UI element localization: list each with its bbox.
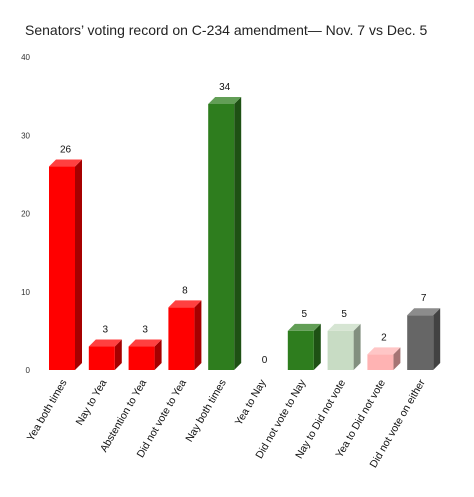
bar — [88, 339, 122, 370]
bar — [208, 96, 242, 370]
bar — [49, 159, 82, 370]
data-label: 3 — [142, 325, 148, 336]
data-label: 2 — [381, 332, 387, 343]
bar-side — [433, 308, 441, 370]
bar-top — [367, 347, 401, 355]
data-label: 26 — [60, 145, 72, 156]
bar-side — [234, 96, 242, 370]
bar-top — [208, 96, 242, 104]
bar — [168, 300, 202, 370]
bar-front — [88, 346, 115, 370]
bar — [327, 323, 361, 370]
bar-side — [75, 159, 82, 370]
bar-top — [128, 339, 162, 347]
y-tick-label: 30 — [21, 131, 30, 140]
data-label: 34 — [219, 82, 231, 93]
bar-side — [393, 347, 401, 370]
x-tick-label: Nay both times — [183, 378, 228, 445]
bar-front — [49, 166, 75, 370]
bar-side — [353, 323, 361, 370]
data-label: 8 — [182, 285, 188, 296]
bar-front — [208, 103, 235, 370]
bar-top — [168, 300, 202, 308]
bar-side — [154, 339, 162, 370]
data-label: 0 — [262, 355, 268, 366]
bar-front — [128, 346, 155, 370]
x-tick-label: Yea both times — [25, 378, 70, 444]
bar-top — [287, 323, 321, 331]
data-label: 5 — [302, 309, 308, 320]
y-tick-label: 20 — [21, 210, 30, 219]
bar-side — [114, 339, 122, 370]
data-label: 7 — [421, 293, 427, 304]
y-tick-label: 40 — [21, 53, 30, 62]
bar-side — [313, 323, 321, 370]
x-tick-label: Yea to Nay — [233, 377, 269, 428]
bar-front — [367, 354, 394, 370]
bar — [407, 308, 441, 370]
bar-top — [88, 339, 122, 347]
bar-front — [287, 330, 314, 370]
bar — [367, 347, 401, 370]
data-label: 3 — [103, 325, 109, 336]
y-tick-label: 0 — [26, 366, 31, 375]
chart-title: Senators’ voting record on C-234 amendme… — [25, 22, 428, 38]
bar — [128, 339, 162, 370]
y-tick-label: 10 — [21, 288, 30, 297]
bar-side — [194, 300, 202, 370]
bar-front — [327, 330, 354, 370]
bar-front — [168, 307, 195, 370]
bar-top — [49, 159, 82, 167]
bar-top — [407, 308, 441, 316]
bar — [287, 323, 321, 370]
bar-top — [327, 323, 361, 331]
data-label: 5 — [341, 309, 347, 320]
x-tick-label: Nay to Yea — [74, 377, 110, 427]
bar-front — [407, 315, 434, 370]
